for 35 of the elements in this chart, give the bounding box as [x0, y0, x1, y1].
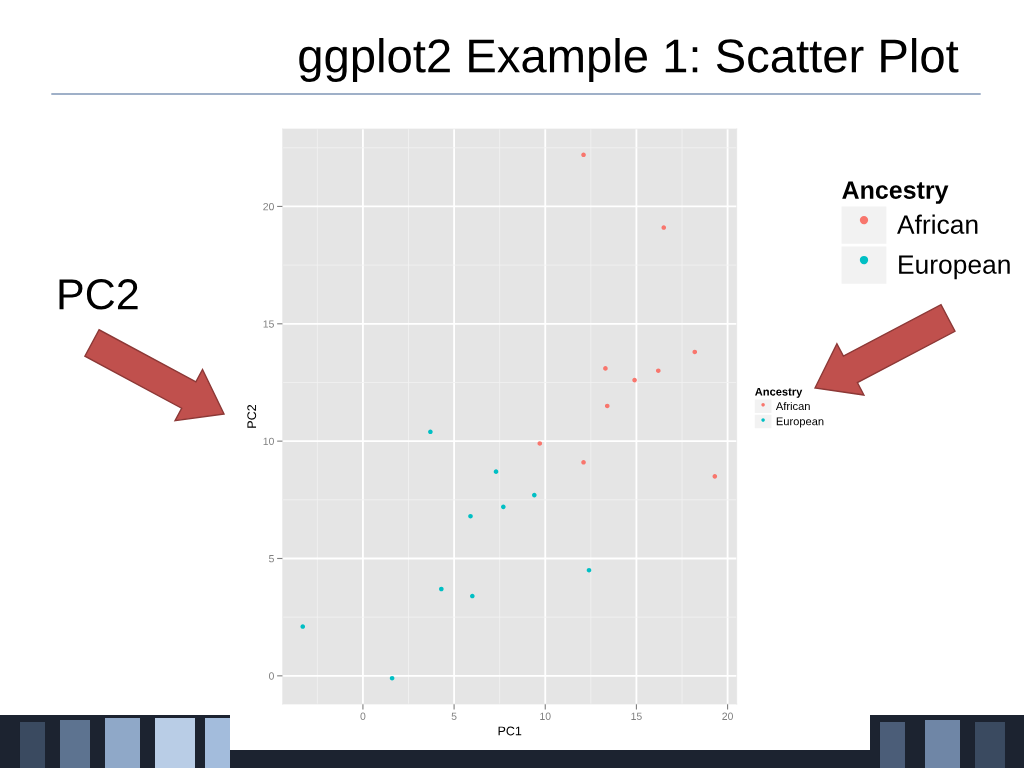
- point: [537, 441, 543, 446]
- text: African: [897, 214, 978, 234]
- y-tick-label: 0: [268, 672, 274, 680]
- point: [632, 377, 637, 383]
- point: [493, 469, 499, 474]
- y-tick-label: 15: [263, 320, 274, 328]
- point: [656, 368, 661, 374]
- point: [712, 474, 718, 479]
- point: [501, 504, 506, 510]
- point: [470, 593, 475, 599]
- x-tick-label: 15: [631, 712, 642, 720]
- text: PC2: [59, 279, 138, 310]
- point: [603, 366, 608, 371]
- x-tick-label: 10: [540, 712, 551, 720]
- y-axis-title: PC2: [247, 404, 257, 428]
- point: [428, 429, 433, 435]
- x-tick-label: 0: [360, 712, 366, 720]
- legend-label: European: [776, 417, 824, 428]
- legend-label: African: [775, 401, 810, 411]
- x-axis-title: PC1: [498, 726, 522, 736]
- chart-title: ggplot2 Example 1: Scatter Plot: [299, 37, 959, 83]
- legend-title: Ancestry: [755, 387, 803, 398]
- point: [581, 152, 586, 158]
- point: [581, 459, 586, 465]
- x-tick-label: 20: [722, 712, 733, 720]
- y-tick-label: 20: [263, 202, 274, 211]
- point: [439, 586, 444, 592]
- text: European: [899, 255, 1010, 280]
- text: Ancestry: [842, 181, 949, 204]
- point: [661, 225, 667, 230]
- point: [468, 513, 473, 519]
- point: [300, 624, 306, 629]
- x-tick-label: 5: [451, 712, 457, 720]
- y-tick-label: 10: [263, 437, 274, 446]
- y-tick-label: 5: [268, 555, 274, 563]
